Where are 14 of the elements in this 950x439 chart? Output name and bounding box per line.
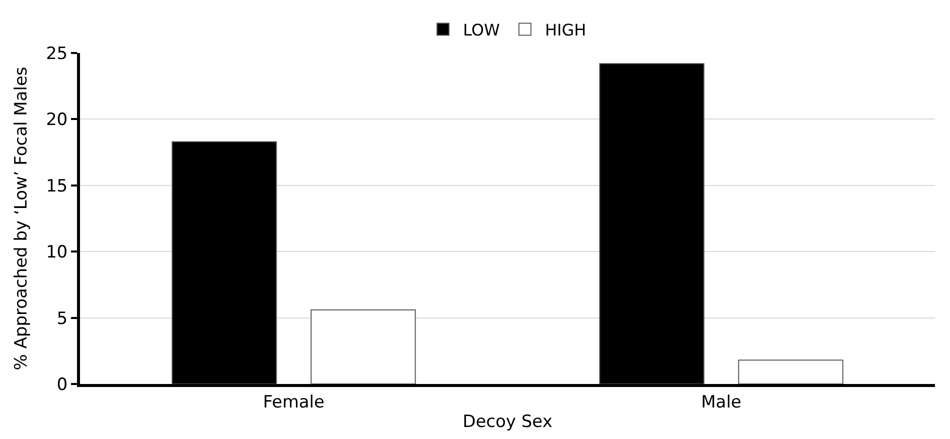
y-tick-label: 5 bbox=[56, 308, 68, 329]
y-axis-title: % Approached by ‘Low’ Focal Males bbox=[12, 66, 32, 370]
y-tick-label: 0 bbox=[56, 374, 68, 395]
x-tick-label: Male bbox=[701, 392, 742, 412]
bar bbox=[738, 360, 844, 384]
x-tick-label: Female bbox=[263, 392, 324, 412]
bar bbox=[310, 309, 416, 384]
y-tick-label: 10 bbox=[46, 242, 68, 263]
legend-label: HIGH bbox=[544, 20, 586, 40]
x-axis-title: Decoy Sex bbox=[462, 412, 552, 432]
y-tick-label: 25 bbox=[46, 44, 68, 64]
y-tick-label: 20 bbox=[46, 110, 68, 130]
legend-label: LOW bbox=[463, 20, 500, 40]
y-tick-label: 15 bbox=[46, 176, 68, 196]
